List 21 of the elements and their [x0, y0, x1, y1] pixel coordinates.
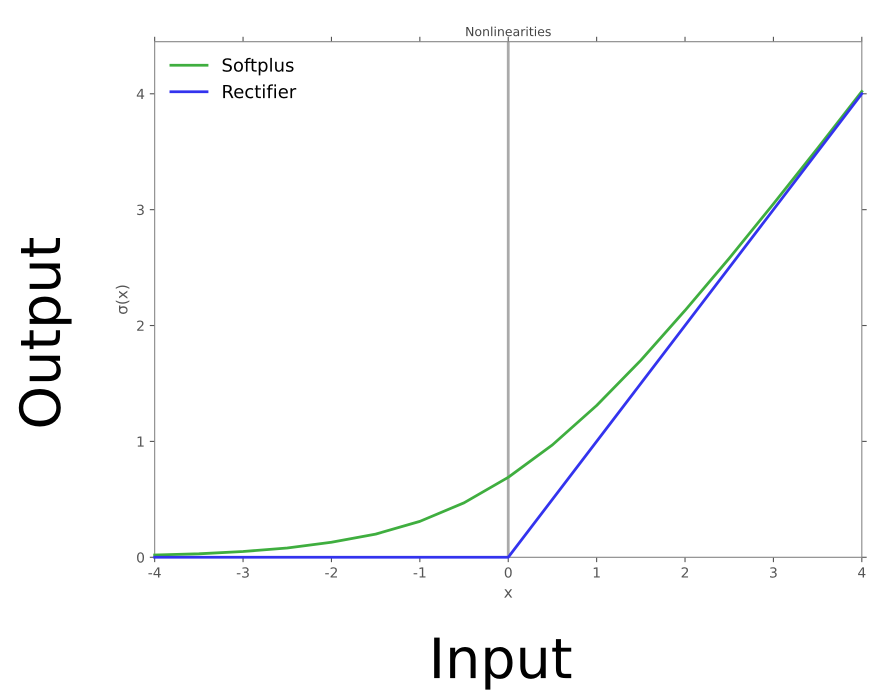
- x-tick-label: -2: [325, 567, 337, 578]
- x-tick-label: -3: [236, 567, 249, 578]
- x-tick-label: -4: [148, 567, 161, 578]
- x-tick-label: -1: [414, 567, 426, 578]
- x-tick-label: 4: [858, 567, 866, 578]
- y-axis-title: σ(x): [116, 285, 130, 314]
- chart-title: Nonlinearities: [466, 26, 551, 36]
- y-tick-label: 2: [137, 320, 144, 331]
- legend-label: Softplus: [222, 58, 294, 76]
- y-tick-label: 1: [138, 436, 144, 447]
- y-tick-label: 0: [137, 552, 144, 563]
- x-tick-label: 1: [594, 567, 600, 578]
- text: Input: [434, 638, 572, 690]
- legend-label: Rectifier: [223, 84, 296, 98]
- y-tick-label: 4: [136, 88, 144, 100]
- text: Output: [18, 238, 72, 426]
- x-tick-label: 2: [682, 567, 688, 578]
- x-tick-label: 0: [504, 567, 512, 578]
- y-tick-label: 3: [137, 204, 144, 216]
- x-axis-title: x: [504, 589, 512, 598]
- x-tick-label: 3: [770, 567, 777, 578]
